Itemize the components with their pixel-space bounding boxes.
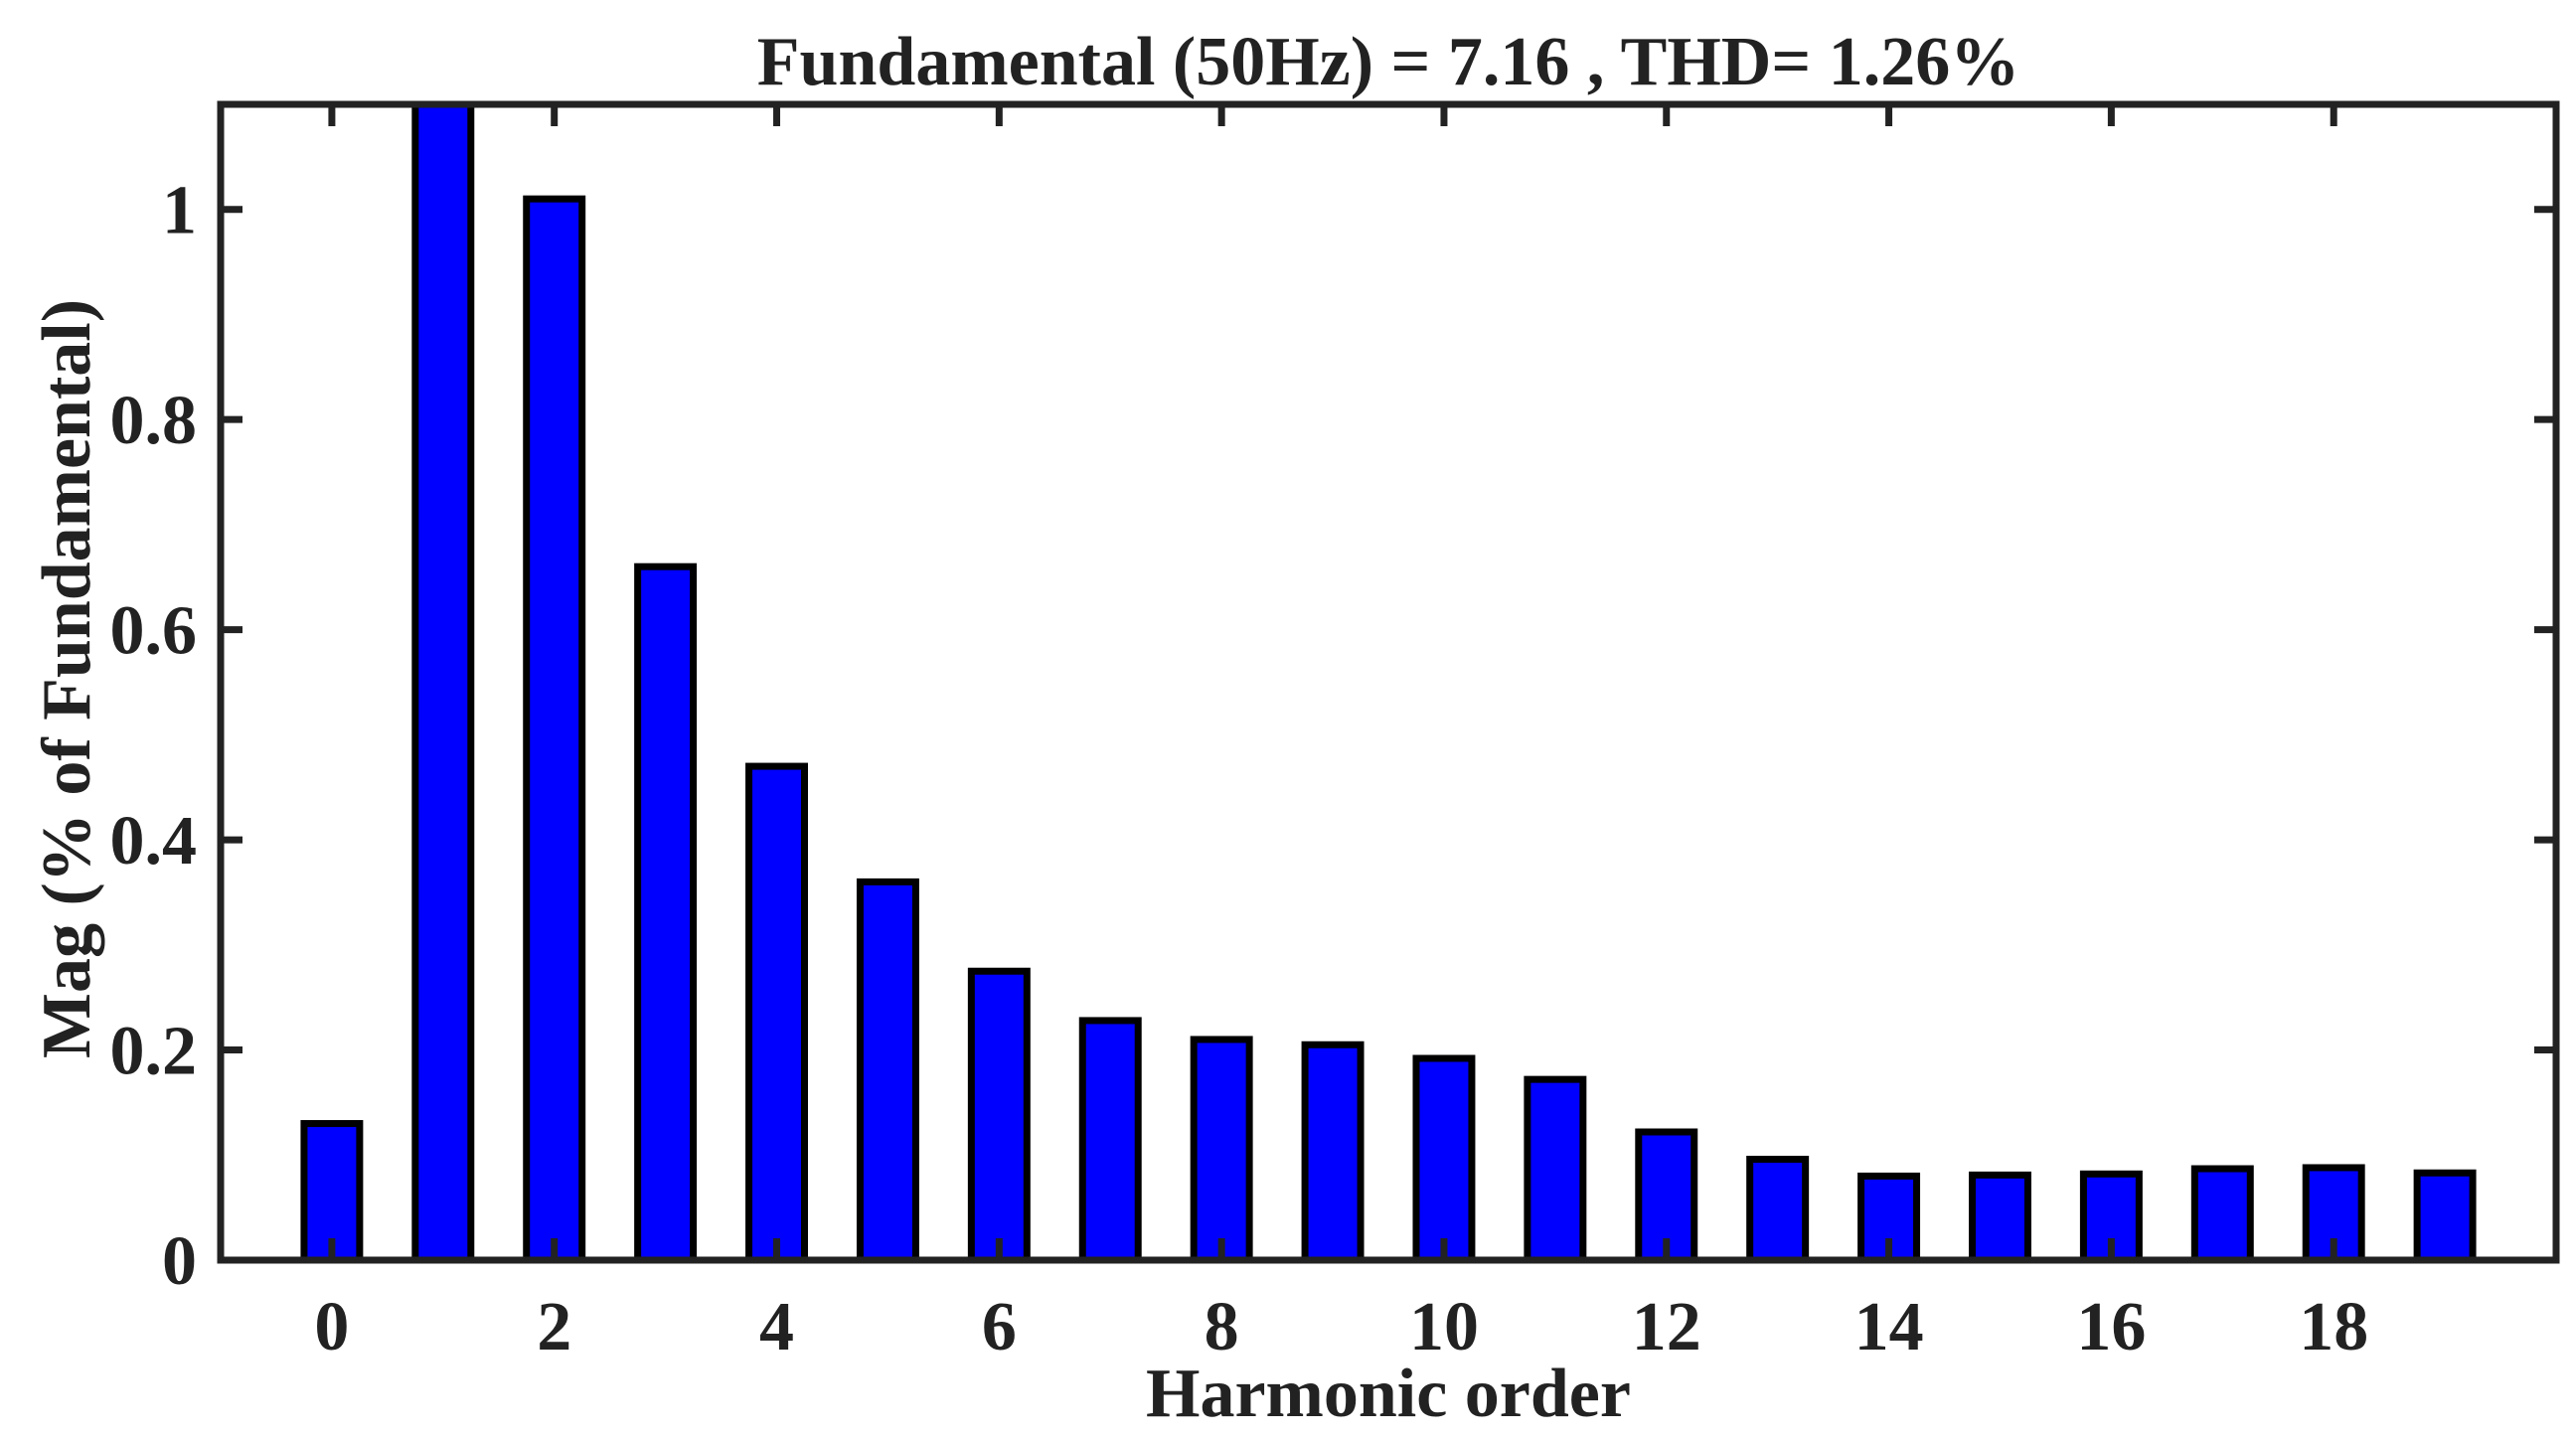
y-tick-label: 1: [162, 173, 197, 249]
ticks-layer: [221, 104, 2556, 1264]
x-tick-label: 18: [2299, 1289, 2368, 1365]
x-tick-label: 8: [1205, 1289, 1239, 1365]
x-tick-label: 0: [314, 1289, 349, 1365]
bar-harmonic-7: [1078, 1017, 1142, 1264]
bar-harmonic-15: [1969, 1171, 2031, 1264]
x-tick-label: 12: [1632, 1289, 1701, 1365]
bar-harmonic-9: [1301, 1040, 1365, 1264]
chart-title: Fundamental (50Hz) = 7.16 , THD= 1.26%: [757, 24, 2019, 100]
bar-harmonic-17: [2190, 1165, 2254, 1264]
x-tick-label: 6: [982, 1289, 1017, 1365]
x-tick-label: 2: [537, 1289, 571, 1365]
y-tick-label: 0.4: [110, 803, 198, 880]
y-tick-labels: 0 0.2 0.4 0.6 0.8 1: [110, 173, 198, 1300]
x-tick-label: 14: [1854, 1289, 1924, 1365]
bar-harmonic-8: [1190, 1036, 1253, 1264]
bar-harmonic-6: [967, 967, 1031, 1264]
bar-harmonic-4: [745, 762, 808, 1264]
y-axis-label: Mag (% of Fundamental): [29, 299, 105, 1058]
bar-harmonic-13: [1746, 1156, 1810, 1264]
bar-harmonic-2: [523, 195, 586, 1264]
y-tick-label: 0: [162, 1223, 197, 1300]
bar-harmonic-3: [634, 562, 698, 1264]
plot-frame: [217, 100, 2560, 1264]
x-tick-label: 10: [1409, 1289, 1479, 1365]
bar-harmonic-11: [1524, 1075, 1587, 1264]
x-tick-label: 16: [2076, 1289, 2146, 1365]
y-tick-label: 0.2: [110, 1014, 198, 1090]
bar-harmonic-10: [1412, 1054, 1476, 1264]
bar-harmonic-1: [411, 100, 475, 1264]
y-tick-label: 0.8: [110, 383, 198, 459]
x-tick-label: 4: [759, 1289, 794, 1365]
x-tick-labels: 0 2 4 6 8 10 12 14 16 18: [314, 1289, 2368, 1365]
x-axis-label: Harmonic order: [1146, 1356, 1631, 1432]
y-tick-label: 0.6: [110, 593, 198, 670]
bar-harmonic-19: [2413, 1169, 2477, 1264]
bars-layer: [300, 100, 2477, 1264]
bar-harmonic-5: [856, 878, 919, 1264]
